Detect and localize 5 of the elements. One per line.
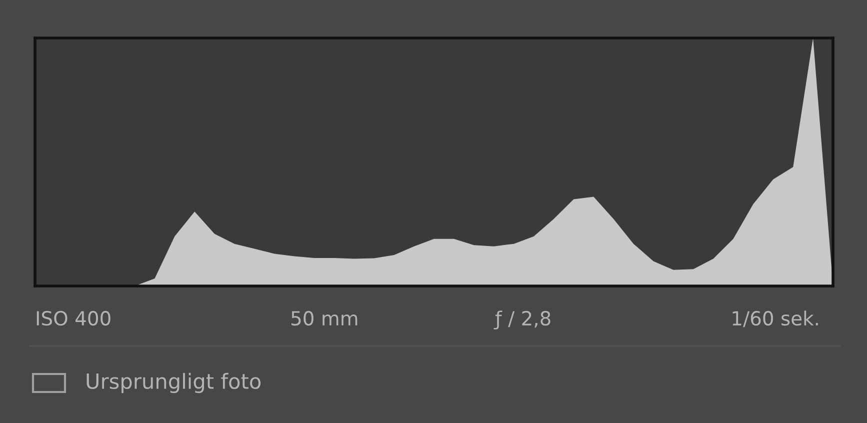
text: ƒ / 2,8 xyxy=(494,310,550,330)
text: 50 mm xyxy=(292,310,358,326)
text: Ursprungligt foto xyxy=(86,372,261,394)
text: ISO 400 xyxy=(36,310,110,326)
text: 1/60 sek. xyxy=(732,310,818,328)
